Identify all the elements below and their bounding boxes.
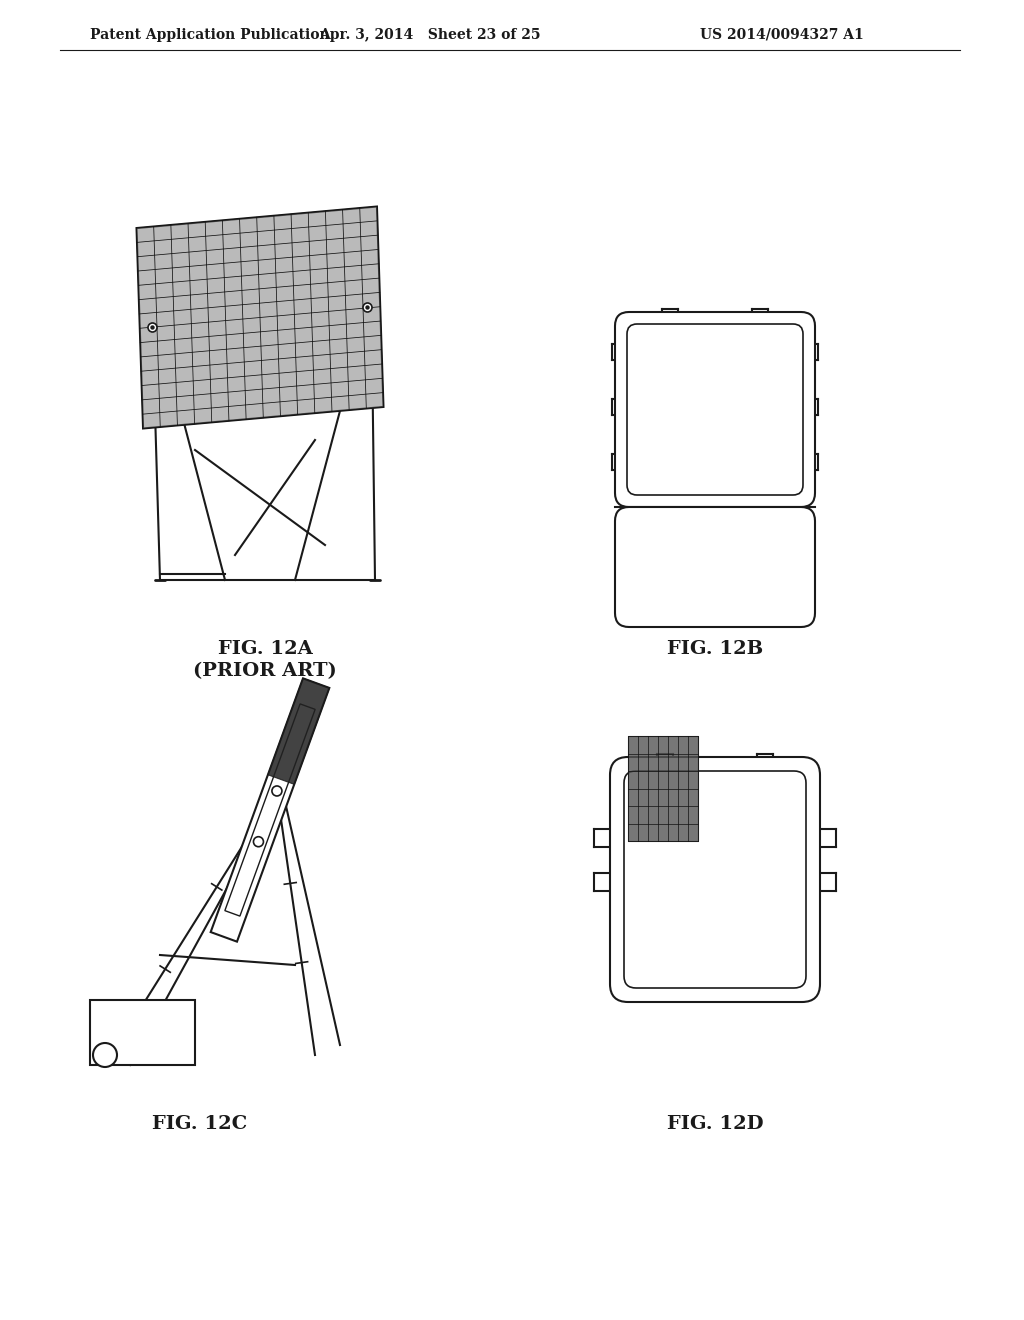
Polygon shape (268, 678, 330, 784)
Text: Patent Application Publication: Patent Application Publication (90, 28, 330, 42)
Text: US 2014/0094327 A1: US 2014/0094327 A1 (700, 28, 864, 42)
Circle shape (93, 1043, 117, 1067)
Polygon shape (211, 678, 330, 941)
Polygon shape (628, 737, 698, 841)
FancyBboxPatch shape (610, 756, 820, 1002)
Text: FIG. 12C: FIG. 12C (153, 1115, 248, 1133)
FancyBboxPatch shape (615, 312, 815, 507)
Polygon shape (225, 704, 315, 916)
Polygon shape (136, 206, 383, 429)
Text: FIG. 12D: FIG. 12D (667, 1115, 763, 1133)
Circle shape (366, 306, 369, 309)
Text: FIG. 12A
(PRIOR ART): FIG. 12A (PRIOR ART) (194, 640, 337, 680)
FancyBboxPatch shape (627, 323, 803, 495)
Circle shape (151, 326, 154, 329)
Circle shape (148, 323, 157, 333)
FancyBboxPatch shape (615, 507, 815, 627)
Circle shape (272, 785, 282, 796)
Text: FIG. 12B: FIG. 12B (667, 640, 763, 657)
FancyBboxPatch shape (624, 771, 806, 987)
Polygon shape (90, 1001, 195, 1065)
Text: Apr. 3, 2014   Sheet 23 of 25: Apr. 3, 2014 Sheet 23 of 25 (319, 28, 541, 42)
Polygon shape (150, 220, 370, 414)
Circle shape (254, 837, 263, 846)
Circle shape (362, 304, 372, 312)
Polygon shape (136, 206, 383, 429)
